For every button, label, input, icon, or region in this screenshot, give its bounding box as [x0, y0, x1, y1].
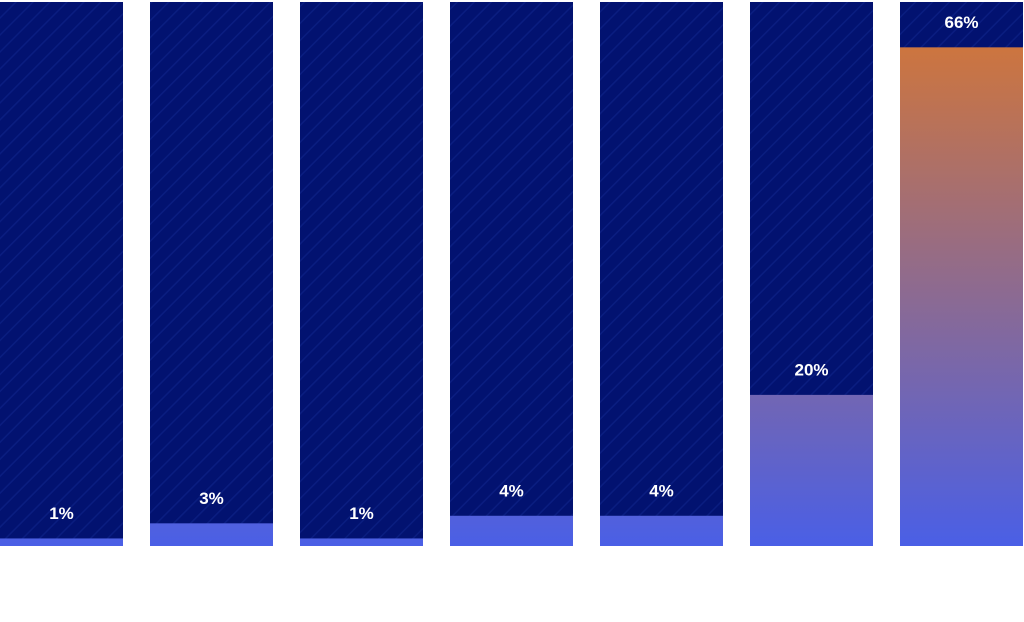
bar-track — [150, 2, 273, 546]
value-label: 3% — [199, 489, 224, 508]
value-label: 1% — [349, 504, 374, 523]
value-label: 20% — [794, 360, 828, 379]
value-label: 4% — [499, 481, 524, 500]
bar-track — [450, 2, 573, 546]
bar — [600, 515, 723, 546]
bar — [0, 538, 123, 546]
value-label: 1% — [49, 504, 74, 523]
bar — [750, 394, 873, 546]
value-label: 4% — [649, 481, 674, 500]
bar — [900, 47, 1023, 546]
value-label: 66% — [944, 13, 978, 32]
bar-track — [300, 2, 423, 546]
bar-track — [0, 2, 123, 546]
bar — [300, 538, 423, 546]
bar — [150, 523, 273, 546]
bar — [450, 515, 573, 546]
bar-track — [600, 2, 723, 546]
